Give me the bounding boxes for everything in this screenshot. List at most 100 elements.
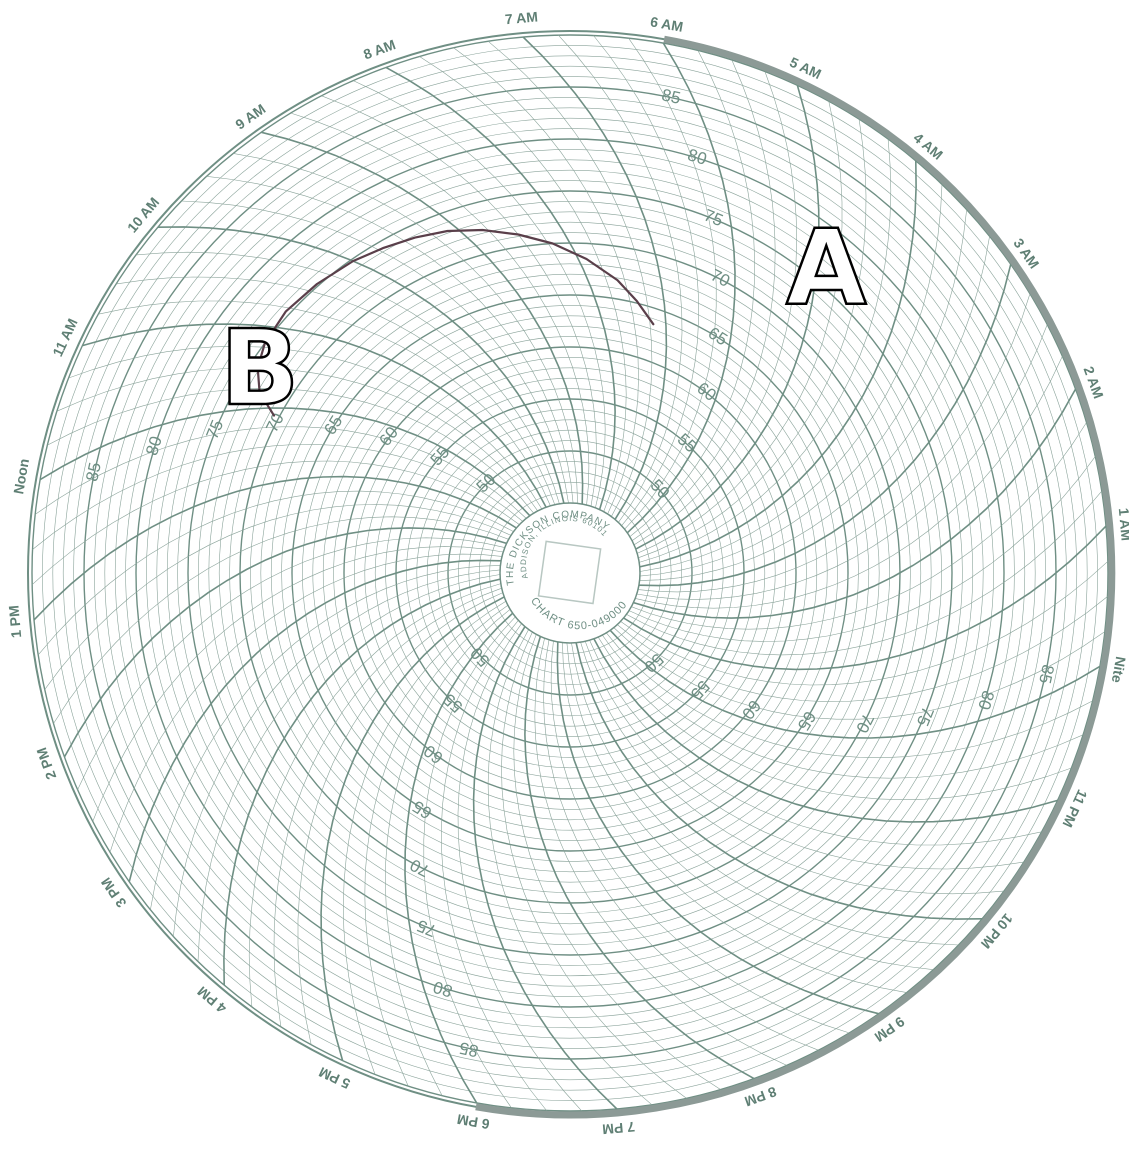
scale-label: 80 bbox=[431, 977, 455, 1001]
value-ring bbox=[52, 55, 1088, 1091]
hour-line bbox=[609, 629, 1101, 739]
value-ring bbox=[426, 429, 714, 717]
scale-label: 85 bbox=[82, 461, 105, 483]
scale-label: 65 bbox=[705, 323, 731, 349]
quarter-line bbox=[513, 634, 721, 1090]
hour-line bbox=[63, 527, 507, 758]
hour-line bbox=[639, 160, 917, 568]
quarter-line bbox=[53, 516, 509, 724]
quarter-line bbox=[273, 587, 502, 1027]
value-ring-major bbox=[31, 34, 1109, 1112]
quarter-line bbox=[68, 345, 543, 510]
quarter-line bbox=[558, 34, 683, 523]
chart-hub: THE DICKSON COMPANY ADDISON, ILLINOIS 60… bbox=[499, 502, 641, 644]
hour-label: 7 PM bbox=[602, 1119, 636, 1138]
quarter-line bbox=[38, 490, 514, 655]
quarter-line bbox=[501, 631, 687, 1099]
scale-label: 50 bbox=[647, 476, 674, 503]
annotation-a: A bbox=[786, 207, 867, 329]
hour-line bbox=[404, 612, 514, 1104]
quarter-line bbox=[639, 236, 990, 581]
hour-line bbox=[128, 559, 502, 882]
quarter-line bbox=[620, 561, 1109, 686]
quarter-line bbox=[116, 276, 556, 505]
value-ring bbox=[270, 273, 870, 873]
hour-line bbox=[157, 226, 565, 504]
quarter-line bbox=[248, 583, 501, 1007]
quarter-line bbox=[423, 616, 516, 1108]
hour-line bbox=[472, 626, 618, 1110]
quarter-line bbox=[636, 324, 1048, 600]
hour-line bbox=[33, 475, 517, 621]
quarter-line bbox=[562, 642, 907, 993]
scale-label: 70 bbox=[708, 265, 733, 291]
scale-label: 65 bbox=[320, 412, 346, 438]
hour-label: 8 AM bbox=[361, 36, 397, 62]
annotation-b: B bbox=[220, 307, 299, 429]
quarter-line bbox=[150, 565, 501, 910]
quarter-line bbox=[638, 119, 867, 559]
value-ring bbox=[385, 388, 755, 758]
quarter-line bbox=[566, 642, 934, 970]
scale-label: 85 bbox=[1035, 663, 1058, 685]
quarter-line bbox=[173, 569, 501, 937]
hour-line bbox=[635, 85, 820, 550]
value-ring bbox=[468, 471, 672, 675]
hour-label: Nite bbox=[1109, 655, 1129, 684]
quarter-line bbox=[32, 444, 523, 550]
value-ring bbox=[374, 377, 766, 769]
hour-label: 1 PM bbox=[5, 605, 24, 639]
quarter-line bbox=[457, 623, 582, 1112]
value-ring bbox=[478, 481, 662, 665]
value-ring bbox=[104, 107, 1036, 1039]
value-ring bbox=[125, 128, 1015, 1018]
value-ring bbox=[322, 325, 818, 821]
quarter-line bbox=[571, 642, 959, 946]
quarter-line bbox=[419, 56, 627, 512]
time-lines bbox=[31, 34, 1109, 1112]
quarter-line bbox=[98, 300, 551, 506]
value-ring bbox=[166, 169, 974, 977]
scale-label: 55 bbox=[687, 677, 714, 704]
trace-line bbox=[256, 228, 655, 417]
hour-line bbox=[575, 642, 983, 920]
quarter-line bbox=[384, 609, 511, 1096]
hour-label: 3 PM bbox=[98, 875, 130, 911]
value-ring bbox=[406, 409, 734, 737]
hour-line bbox=[223, 578, 501, 986]
scale-label: 55 bbox=[427, 443, 454, 470]
quarter-line bbox=[136, 251, 560, 504]
hour-label: 7 AM bbox=[504, 8, 538, 27]
quarter-line bbox=[597, 636, 1072, 801]
value-ring bbox=[208, 211, 932, 935]
center-hole bbox=[537, 540, 602, 605]
hour-line bbox=[320, 596, 505, 1061]
scale-label: 80 bbox=[974, 688, 998, 712]
quarter-line bbox=[584, 641, 1024, 870]
hour-label: 4 PM bbox=[194, 983, 229, 1016]
scale-label: 55 bbox=[674, 430, 701, 457]
hour-label: 6 AM bbox=[649, 13, 684, 34]
hour-line bbox=[261, 131, 584, 505]
quarter-line bbox=[453, 47, 639, 515]
hour-line bbox=[82, 323, 547, 508]
quarter-line bbox=[56, 367, 538, 512]
scale-label: 50 bbox=[467, 643, 494, 670]
quarter-line bbox=[543, 639, 819, 1051]
quarter-line bbox=[109, 553, 503, 853]
value-ring bbox=[146, 149, 994, 997]
hour-label: 2 PM bbox=[33, 746, 59, 782]
value-ring-major bbox=[343, 346, 797, 800]
value-ring bbox=[73, 76, 1067, 1070]
quarter-line bbox=[44, 504, 512, 690]
scale-label: 50 bbox=[473, 470, 500, 497]
value-ring bbox=[177, 180, 963, 966]
value-ring bbox=[250, 253, 890, 893]
quarter-line bbox=[364, 605, 509, 1087]
hour-label: 1 AM bbox=[1116, 507, 1129, 541]
value-ring bbox=[416, 419, 724, 727]
value-ring bbox=[198, 201, 942, 945]
quarter-line bbox=[602, 634, 1084, 779]
value-ring bbox=[302, 305, 838, 841]
scale-label: 65 bbox=[409, 797, 435, 823]
